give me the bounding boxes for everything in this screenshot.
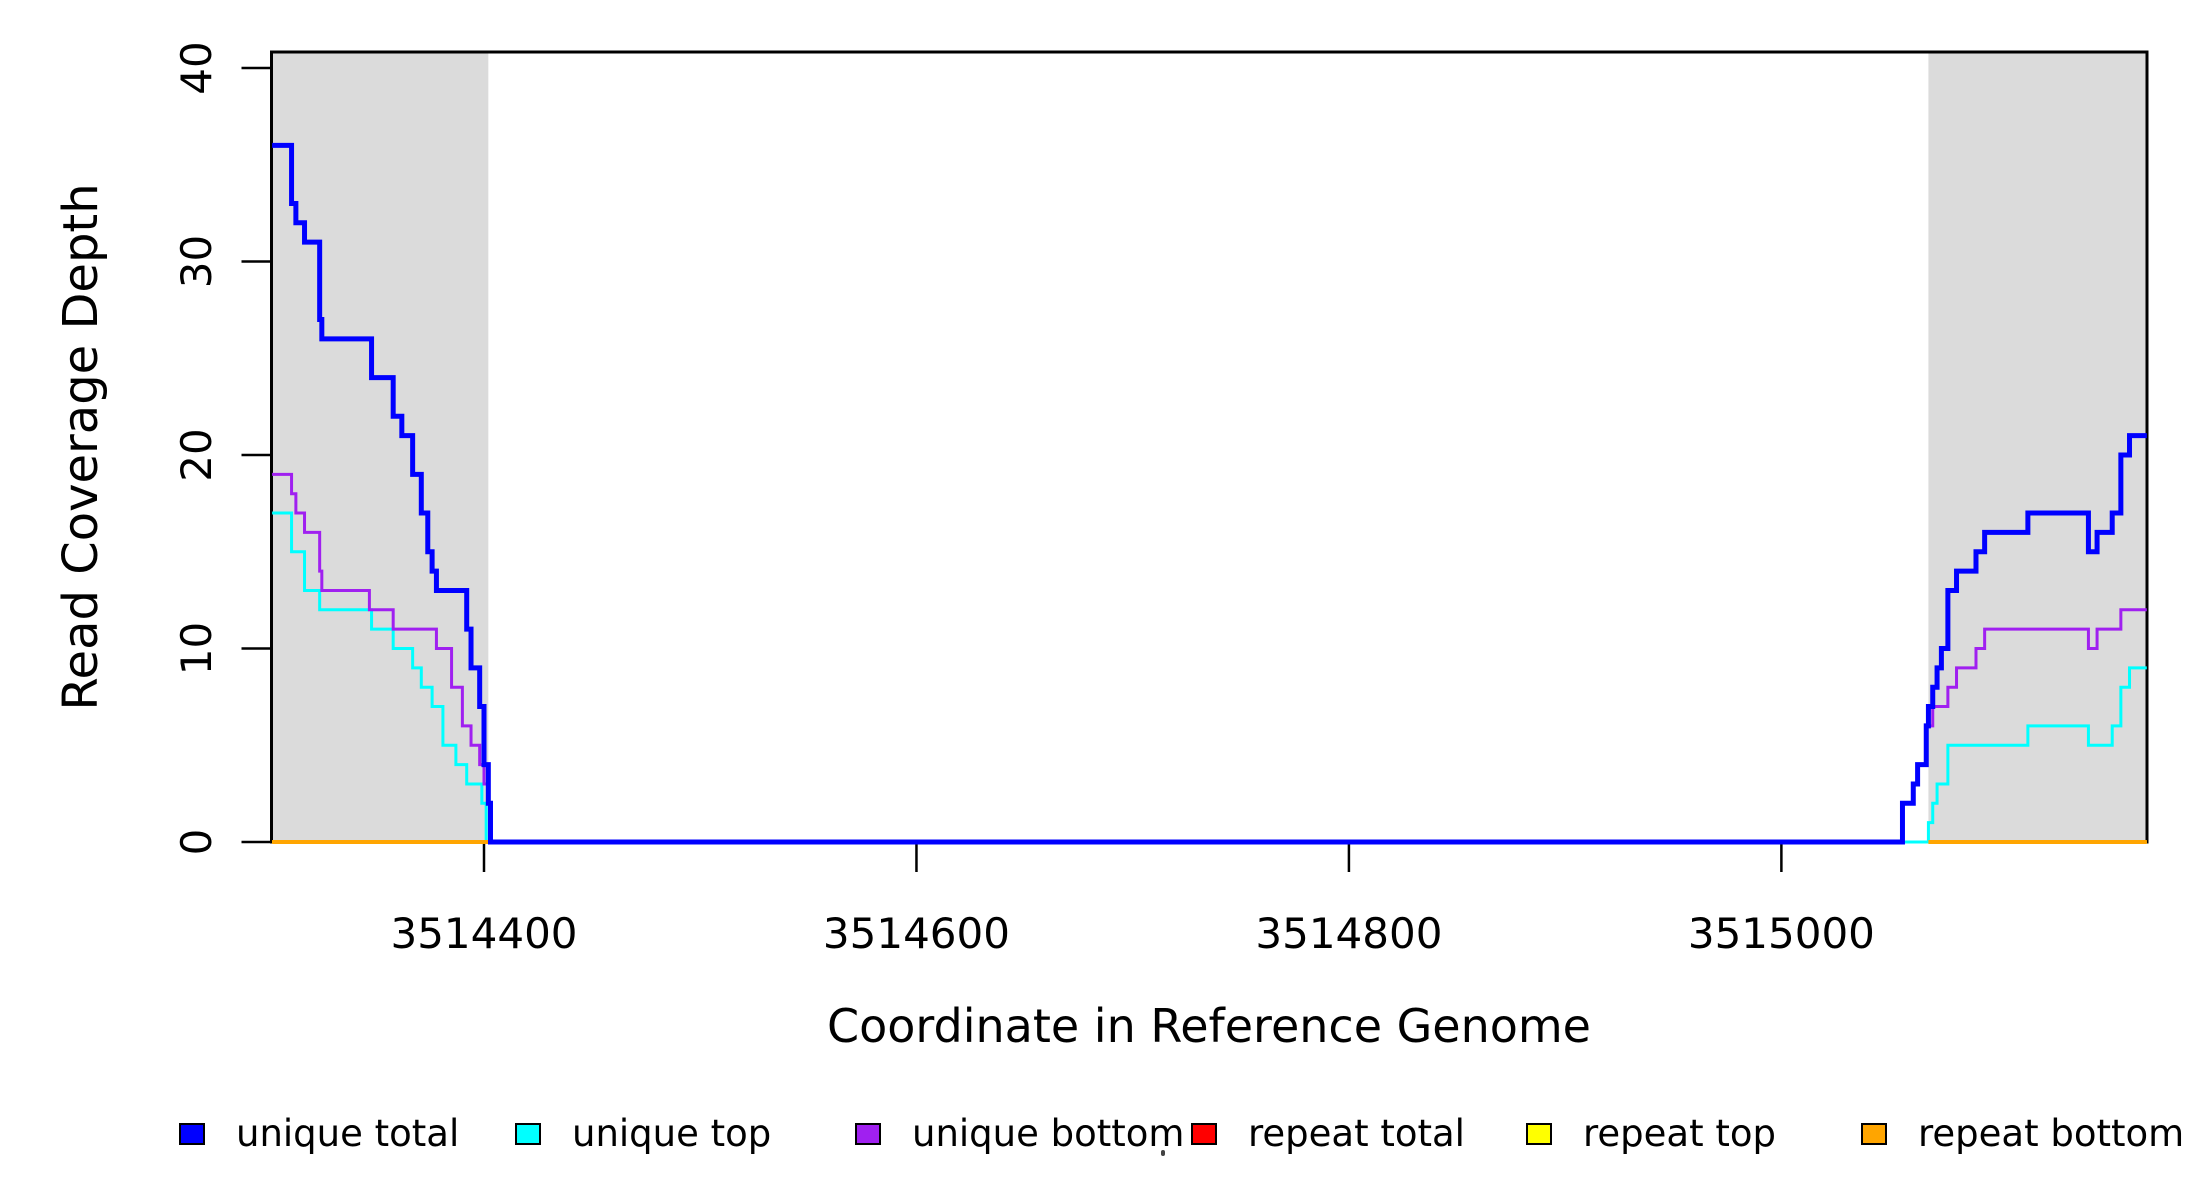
series-unique-bottom — [272, 472, 2147, 844]
repeat-region-shading — [272, 52, 2147, 842]
plot-box — [270, 50, 2149, 844]
series-lines — [272, 142, 2147, 845]
y-tick-label: 40 — [172, 41, 221, 94]
x-axis-title: Coordinate in Reference Genome — [827, 999, 1591, 1053]
series-unique-top — [272, 511, 2147, 844]
x-tick-label: 3514600 — [823, 909, 1010, 958]
y-tick-label: 0 — [172, 829, 221, 856]
x-tick-label: 3514400 — [390, 909, 577, 958]
repeat-region-left — [272, 52, 489, 842]
y-tick-label: 20 — [172, 428, 221, 481]
x-tick-label: 3514800 — [1255, 909, 1442, 958]
y-axis-title: Read Coverage Depth — [53, 183, 109, 710]
y-tick-label: 30 — [172, 235, 221, 288]
x-tick-label: 3515000 — [1688, 909, 1875, 958]
repeat-region-right — [1928, 52, 2147, 842]
y-tick-label: 10 — [172, 622, 221, 675]
stray-dot-artifact — [1161, 1150, 1165, 1156]
series-unique-total — [272, 142, 2147, 845]
